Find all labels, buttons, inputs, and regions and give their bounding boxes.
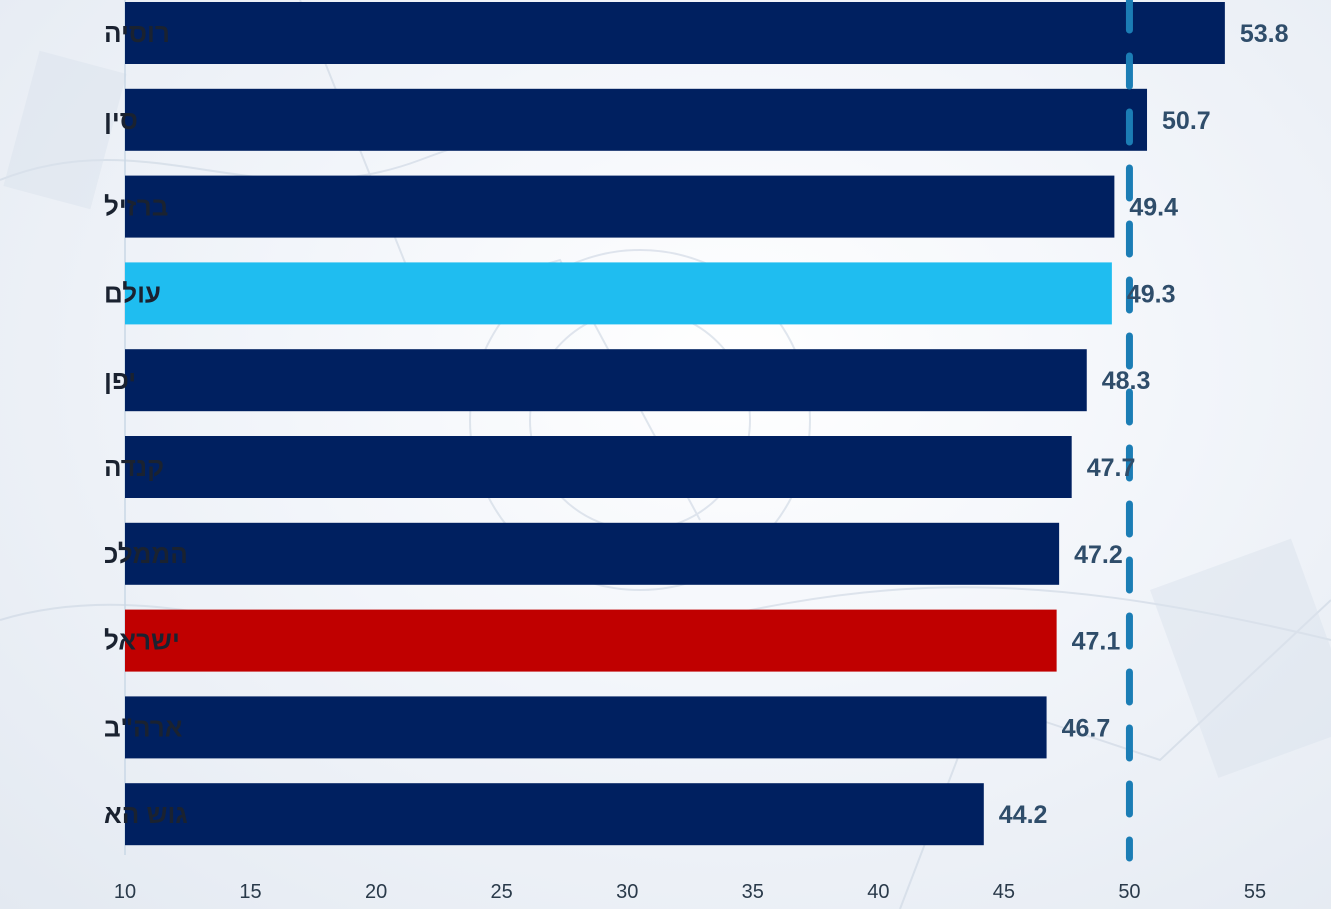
bar-0 xyxy=(125,2,1225,64)
bar-4 xyxy=(125,349,1087,411)
x-tick-label: 15 xyxy=(239,881,261,903)
x-tick-label: 20 xyxy=(365,881,387,903)
x-tick-label: 50 xyxy=(1118,881,1140,903)
x-tick-label: 55 xyxy=(1244,881,1266,903)
bar-1 xyxy=(125,89,1147,151)
bar-3 xyxy=(125,262,1112,324)
x-axis-ticks: 10 15 20 25 30 35 40 45 50 55 xyxy=(114,881,1266,903)
value-label: 49.4 xyxy=(1129,194,1178,222)
x-tick-label: 40 xyxy=(867,881,889,903)
category-label: ברזיל xyxy=(104,192,168,222)
x-tick-label: 45 xyxy=(993,881,1015,903)
x-tick-label: 35 xyxy=(742,881,764,903)
category-label: הממלכ xyxy=(104,539,188,569)
value-label: 46.7 xyxy=(1062,714,1111,742)
bar-7 xyxy=(125,610,1057,672)
bar-6 xyxy=(125,523,1059,585)
x-tick-label: 30 xyxy=(616,881,638,903)
value-label: 53.8 xyxy=(1240,20,1289,48)
value-label: 47.2 xyxy=(1074,541,1123,569)
category-label: ארה"ב xyxy=(104,712,183,742)
bar-9 xyxy=(125,783,984,845)
x-tick-label: 10 xyxy=(114,881,136,903)
category-label: ישראל xyxy=(104,626,180,656)
category-label: סין xyxy=(104,105,138,135)
value-label: 49.3 xyxy=(1127,280,1176,308)
category-label: עולם xyxy=(104,278,161,308)
bars-layer xyxy=(125,2,1225,845)
x-tick-label: 25 xyxy=(491,881,513,903)
value-label: 50.7 xyxy=(1162,107,1211,135)
bar-5 xyxy=(125,436,1072,498)
category-label: גוש הא xyxy=(104,799,188,829)
value-label: 47.7 xyxy=(1087,454,1136,482)
value-label: 47.1 xyxy=(1072,628,1121,656)
category-label: רוסיה xyxy=(104,18,170,48)
value-label: 44.2 xyxy=(999,801,1048,829)
category-label: קנדה xyxy=(104,452,164,482)
value-label: 48.3 xyxy=(1102,367,1151,395)
category-label: יפן xyxy=(104,365,136,395)
bar-8 xyxy=(125,696,1047,758)
bar-2 xyxy=(125,176,1114,238)
